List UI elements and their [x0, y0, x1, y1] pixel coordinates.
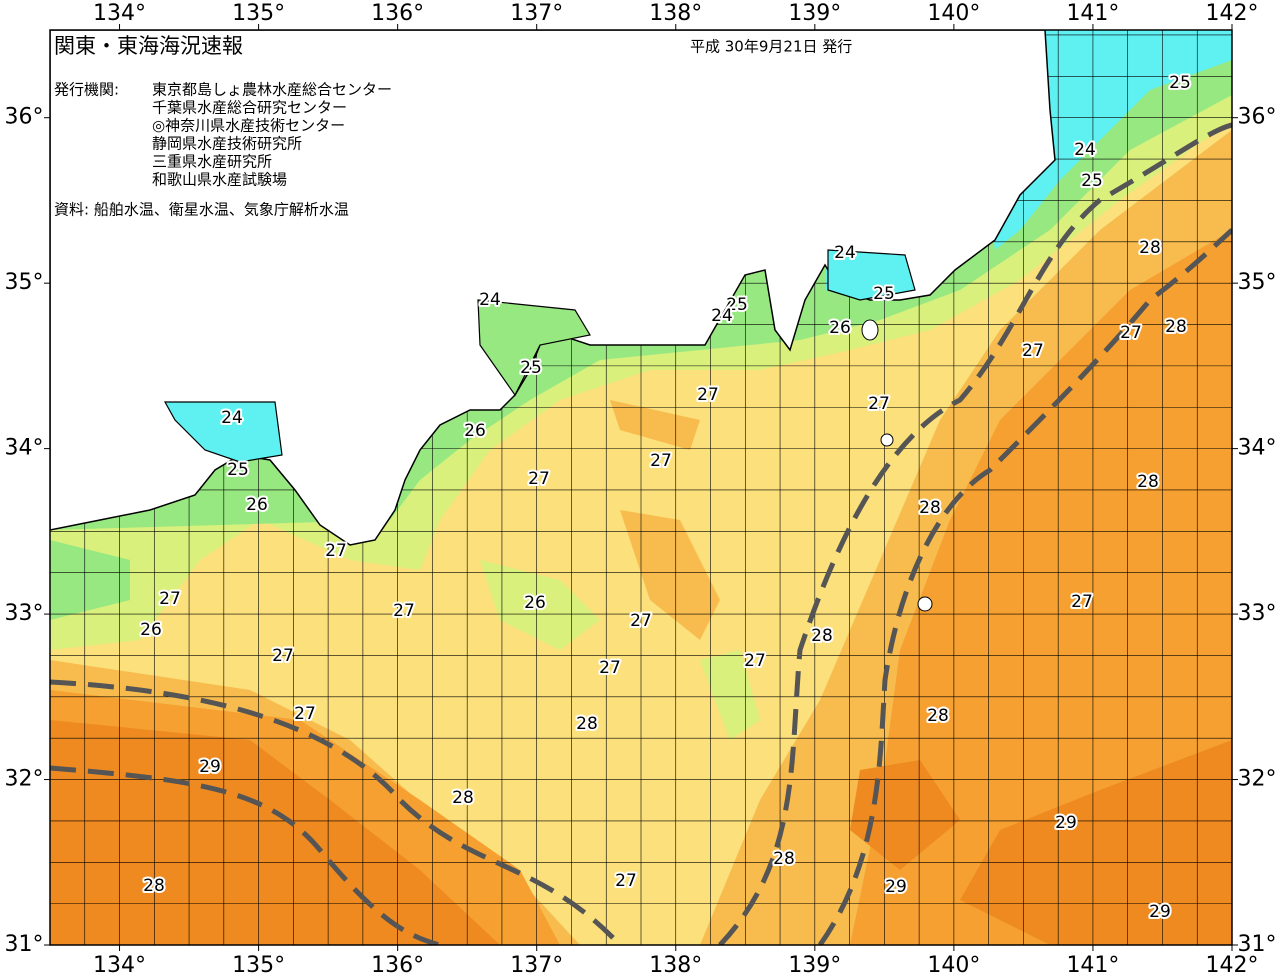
map-title: 関東・東海海況速報 [54, 34, 243, 58]
x-tick-label: 137° [510, 1, 563, 26]
contour-label: 26 [829, 318, 851, 338]
x-tick-label: 135° [232, 953, 285, 978]
x-tick-label: 138° [649, 953, 702, 978]
y-tick-label: 33° [1238, 601, 1277, 626]
contour-label: 27 [325, 541, 347, 561]
y-tick-label: 32° [5, 767, 44, 792]
x-tick-label: 140° [927, 1, 980, 26]
contour-label: 24 [479, 290, 501, 310]
x-tick-label: 139° [788, 953, 841, 978]
contour-label: 28 [576, 714, 598, 734]
land [50, 30, 1056, 612]
contour-label: 26 [246, 495, 268, 515]
contour-label: 28 [773, 849, 795, 869]
contour-label: 28 [919, 498, 941, 518]
contour-label: 25 [227, 460, 249, 480]
issuer-name: 東京都島しょ農林水産総合センター [152, 81, 392, 99]
contour-label: 28 [811, 626, 833, 646]
contour-label: 27 [1120, 323, 1142, 343]
issuer-name: 千葉県水産総合研究センター [152, 99, 347, 117]
contour-label: 26 [524, 593, 546, 613]
contour-label: 28 [1165, 317, 1187, 337]
contour-label: 27 [615, 871, 637, 891]
y-tick-label: 32° [1238, 767, 1277, 792]
contour-label: 27 [272, 646, 294, 666]
x-tick-label: 140° [927, 953, 980, 978]
contour-label: 27 [868, 394, 890, 414]
contour-label: 29 [885, 877, 907, 897]
x-tick-label: 135° [232, 1, 285, 26]
contour-label: 25 [520, 358, 542, 378]
issuer-name: 和歌山県水産試験場 [152, 171, 287, 189]
contour-label: 27 [1071, 592, 1093, 612]
y-tick-label: 34° [5, 436, 44, 461]
contour-label: 24 [221, 408, 243, 428]
y-tick-label: 31° [5, 932, 44, 957]
data-source: 資料: 船舶水温、衛星水温、気象庁解析水温 [54, 201, 349, 219]
x-tick-label: 137° [510, 953, 563, 978]
contour-label: 29 [1149, 902, 1171, 922]
y-tick-label: 33° [5, 601, 44, 626]
x-tick-label: 141° [1066, 1, 1119, 26]
y-tick-label: 34° [1238, 436, 1277, 461]
contour-label: 27 [599, 658, 621, 678]
y-tick-label: 31° [1238, 932, 1277, 957]
y-tick-label: 35° [1238, 270, 1277, 295]
x-tick-label: 136° [371, 953, 424, 978]
contour-label: 27 [744, 651, 766, 671]
y-tick-label: 35° [5, 270, 44, 295]
contour-label: 28 [1139, 238, 1161, 258]
contour-label: 29 [1055, 813, 1077, 833]
x-tick-label: 142° [1206, 953, 1259, 978]
issuer-name: 三重県水産研究所 [152, 153, 272, 171]
contour-label: 28 [927, 706, 949, 726]
contour-label: 26 [140, 620, 162, 640]
contour-label: 24 [1074, 140, 1096, 160]
issuer-label: 発行機関: [54, 81, 119, 99]
contour-label: 27 [630, 611, 652, 631]
contour-label: 27 [650, 451, 672, 471]
contour-label: 27 [528, 469, 550, 489]
contour-label: 27 [159, 589, 181, 609]
issuer-name: ◎神奈川県水産技術センター [152, 117, 345, 135]
contour-label: 28 [1137, 472, 1159, 492]
x-tick-label: 139° [788, 1, 841, 26]
contour-label: 25 [1081, 171, 1103, 191]
kuroshio-axis [50, 122, 1232, 945]
overlay-labels: 134° 134° 135° 135° 136° 136° 137° 137° 138° 138°… [5, 1, 1277, 978]
issuer-name: 静岡県水産技術研究所 [152, 135, 302, 153]
x-tick-label: 141° [1066, 953, 1119, 978]
y-tick-label: 36° [1238, 105, 1277, 130]
contour-label: 24 [834, 243, 856, 263]
contour-label: 27 [393, 601, 415, 621]
y-tick-label: 36° [5, 105, 44, 130]
x-tick-label: 136° [371, 1, 424, 26]
contour-label: 29 [199, 757, 221, 777]
contour-label: 25 [1169, 73, 1191, 93]
issue-date: 平成 30年9月21日 発行 [690, 38, 852, 56]
contour-label: 28 [452, 788, 474, 808]
contour-label: 24 [711, 306, 733, 326]
contour-label: 25 [726, 295, 748, 315]
x-tick-label: 142° [1206, 1, 1259, 26]
map-frame [49, 29, 1233, 946]
x-tick-label: 138° [649, 1, 702, 26]
contour-label: 27 [294, 704, 316, 724]
contour-label: 26 [464, 421, 486, 441]
x-tick-label: 134° [93, 953, 146, 978]
contour-label: 25 [873, 284, 895, 304]
x-tick-label: 134° [93, 1, 146, 26]
contour-label: 27 [1022, 341, 1044, 361]
contour-label: 28 [143, 876, 165, 896]
contour-label: 27 [697, 385, 719, 405]
